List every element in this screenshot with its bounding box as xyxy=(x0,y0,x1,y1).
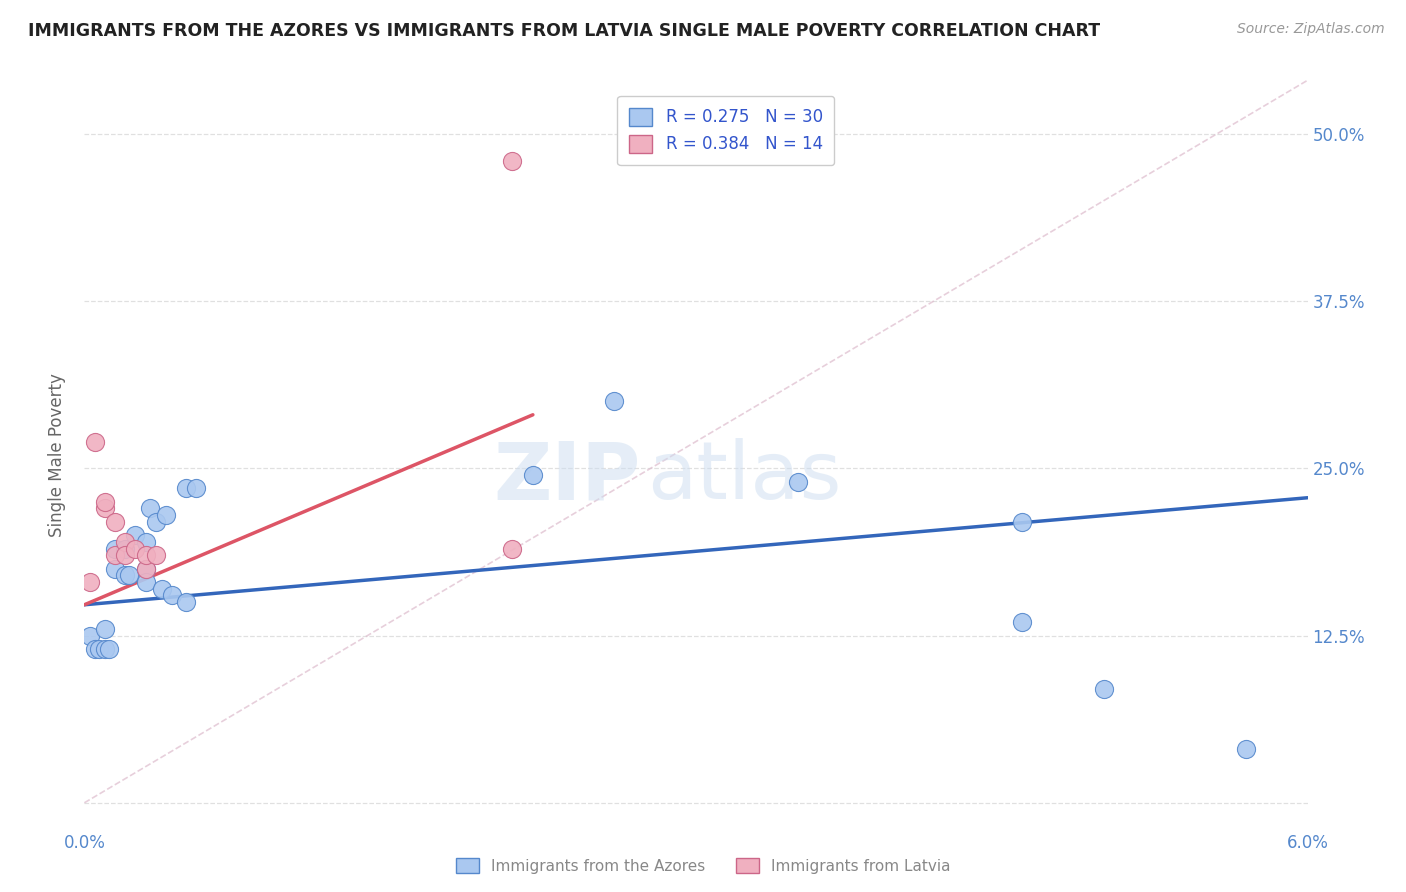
Point xyxy=(93,642,117,657)
Point xyxy=(603,394,626,409)
Point xyxy=(176,482,198,496)
Point xyxy=(124,528,146,542)
Point xyxy=(186,482,208,496)
Text: atlas: atlas xyxy=(647,438,841,516)
Point xyxy=(502,153,524,168)
Point xyxy=(787,475,810,489)
Point xyxy=(83,434,105,449)
Point xyxy=(176,595,198,609)
Point xyxy=(79,629,101,643)
Point xyxy=(1236,742,1258,756)
Text: IMMIGRANTS FROM THE AZORES VS IMMIGRANTS FROM LATVIA SINGLE MALE POVERTY CORRELA: IMMIGRANTS FROM THE AZORES VS IMMIGRANTS… xyxy=(28,22,1101,40)
Point xyxy=(104,541,127,556)
Point xyxy=(97,642,120,657)
Point xyxy=(93,622,117,636)
Point xyxy=(93,501,117,516)
Point xyxy=(155,508,177,523)
Point xyxy=(118,568,141,582)
Point xyxy=(502,541,524,556)
Point xyxy=(135,562,157,576)
Point xyxy=(138,501,160,516)
Point xyxy=(104,515,127,529)
Point xyxy=(135,534,157,549)
Point xyxy=(114,548,136,563)
Point xyxy=(114,534,136,549)
Point xyxy=(150,582,173,596)
Point xyxy=(160,589,183,603)
Point xyxy=(145,548,167,563)
Point xyxy=(1011,515,1033,529)
Point xyxy=(83,642,105,657)
Point xyxy=(93,494,117,508)
Point xyxy=(104,562,127,576)
Point xyxy=(135,548,157,563)
Point xyxy=(1011,615,1033,630)
Point xyxy=(1092,682,1115,697)
Point xyxy=(124,541,146,556)
Point xyxy=(104,548,127,563)
Text: Source: ZipAtlas.com: Source: ZipAtlas.com xyxy=(1237,22,1385,37)
Legend: Immigrants from the Azores, Immigrants from Latvia: Immigrants from the Azores, Immigrants f… xyxy=(450,852,956,880)
Legend: R = 0.275   N = 30, R = 0.384   N = 14: R = 0.275 N = 30, R = 0.384 N = 14 xyxy=(617,96,834,165)
Y-axis label: Single Male Poverty: Single Male Poverty xyxy=(48,373,66,537)
Point xyxy=(135,562,157,576)
Point xyxy=(135,575,157,590)
Point xyxy=(522,467,544,482)
Point xyxy=(114,568,136,582)
Point xyxy=(145,515,167,529)
Point xyxy=(114,541,136,556)
Point xyxy=(79,575,101,590)
Point xyxy=(87,642,110,657)
Text: ZIP: ZIP xyxy=(494,438,641,516)
